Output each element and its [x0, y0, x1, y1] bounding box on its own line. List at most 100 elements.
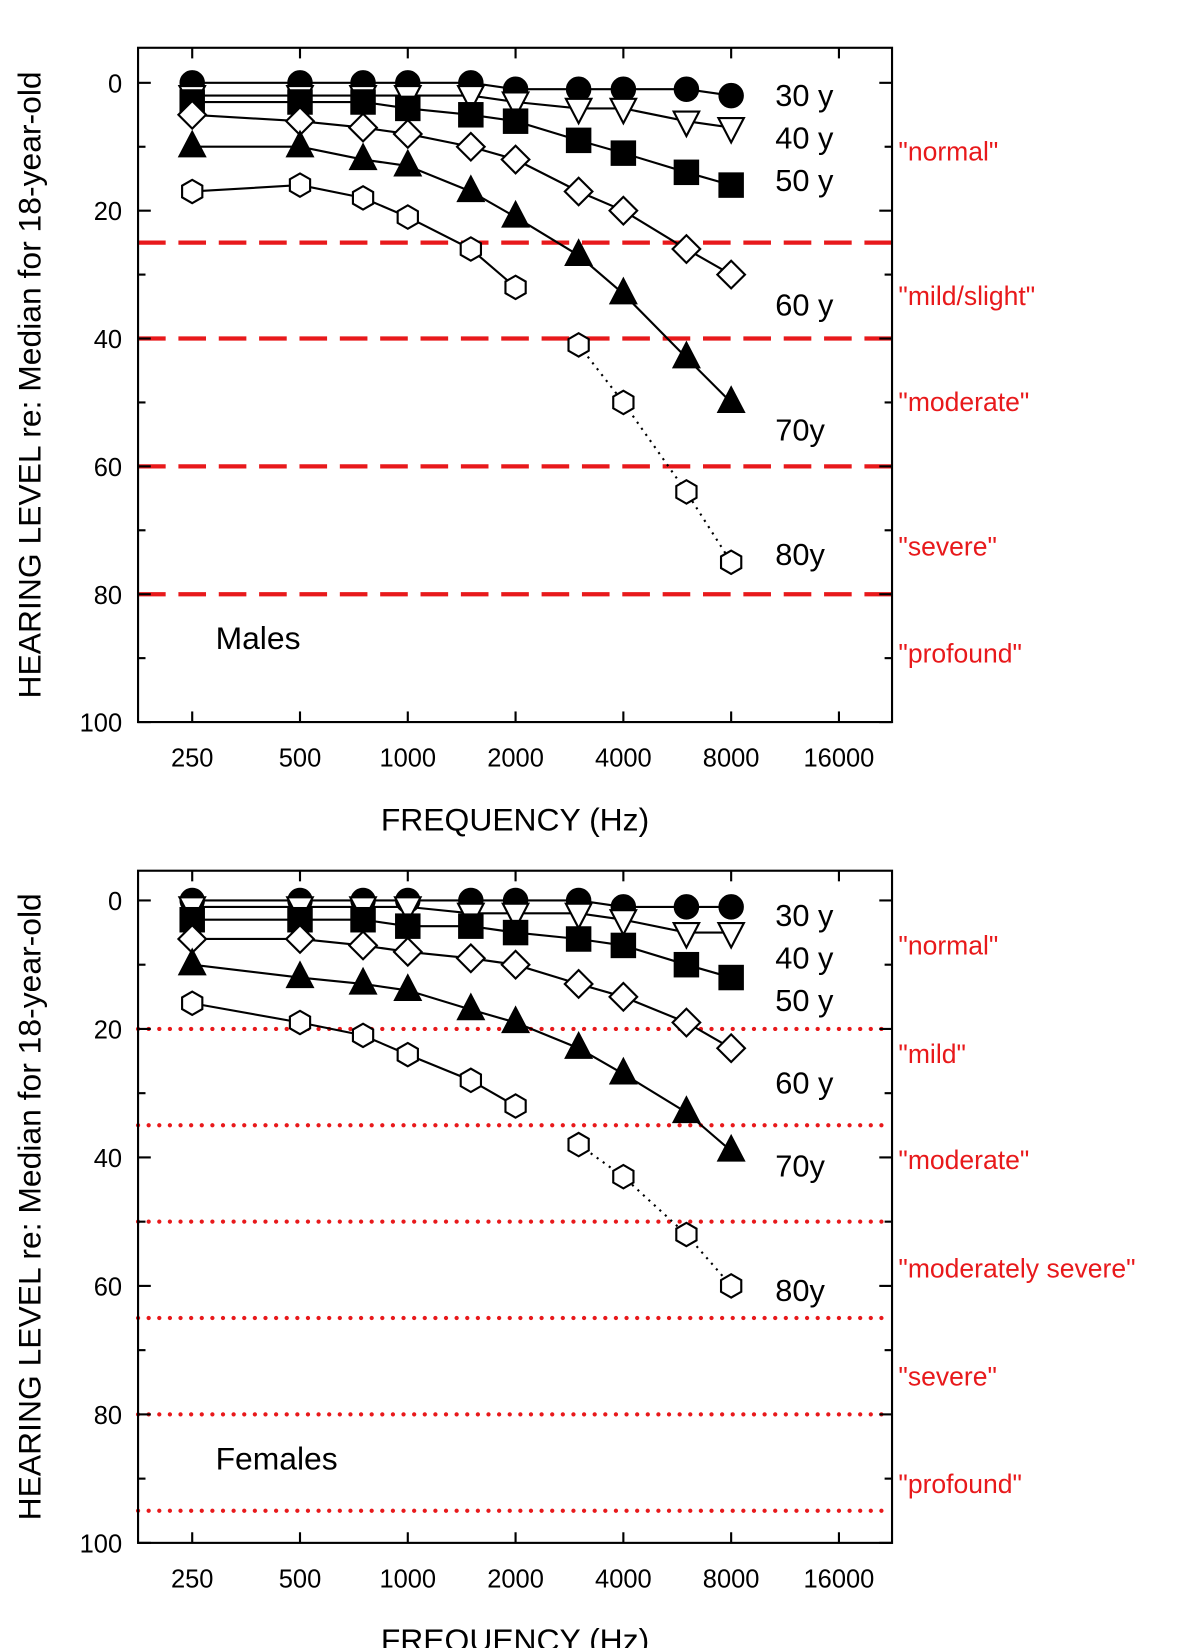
data-point	[459, 236, 483, 262]
y-tick-label: 100	[80, 1530, 123, 1558]
data-point	[675, 1221, 698, 1248]
y-tick-label: 40	[94, 1145, 122, 1173]
data-point	[565, 127, 592, 154]
data-point	[501, 902, 531, 931]
series-line	[192, 905, 732, 934]
data-point	[567, 332, 590, 358]
x-axis-label: FREQUENCY (Hz)	[381, 801, 649, 837]
x-tick-label: 2000	[487, 745, 544, 773]
series-label: 60 y	[775, 287, 834, 322]
hearing-category-label: "normal"	[898, 931, 998, 961]
x-tick-label: 1000	[379, 745, 436, 773]
hearing-category-label: "severe"	[898, 1362, 996, 1392]
y-tick-label: 20	[94, 198, 122, 226]
data-point	[455, 131, 487, 163]
series-line	[192, 963, 732, 1152]
data-point	[393, 973, 423, 1002]
data-point	[502, 919, 529, 946]
series-line	[192, 937, 732, 1050]
x-tick-label: 500	[279, 1565, 322, 1593]
data-point	[393, 896, 423, 925]
x-axis-label: FREQUENCY (Hz)	[381, 1622, 649, 1648]
hearing-category-label: "moderate"	[898, 387, 1029, 417]
panel-males: 0 20 40 60 80 100 250 500 1000 2000 4000 8000 16000 F…	[11, 46, 1035, 837]
data-point	[504, 1093, 527, 1119]
series-60y	[176, 923, 747, 1064]
y-tick-label: 100	[80, 710, 123, 738]
data-point	[350, 89, 376, 115]
y-tick-label: 0	[108, 888, 122, 916]
data-point	[608, 97, 638, 126]
data-point	[284, 923, 316, 955]
data-point	[673, 159, 700, 186]
data-point	[396, 204, 419, 230]
series-label: 70y	[775, 1149, 825, 1184]
data-point	[563, 176, 594, 207]
x-tick-label: 500	[279, 745, 322, 773]
data-point	[350, 906, 376, 933]
y-tick-label: 60	[94, 1273, 122, 1301]
data-point	[181, 178, 204, 205]
data-point	[719, 1273, 743, 1299]
series-label: 50 y	[775, 983, 834, 1018]
data-point	[718, 172, 744, 198]
y-axis-label: HEARING LEVEL re: Median for 18-year-old	[11, 893, 47, 1520]
data-point	[608, 195, 639, 226]
hearing-category-label: "mild/slight"	[898, 281, 1035, 311]
data-point	[671, 1095, 701, 1124]
x-tick-label: 2000	[487, 1565, 544, 1593]
data-point	[608, 981, 639, 1013]
panel-label: Females	[216, 1441, 338, 1477]
data-point	[567, 1131, 590, 1158]
series-label: 80y	[775, 1273, 825, 1308]
data-point	[564, 238, 594, 267]
data-point	[456, 84, 486, 113]
data-point	[715, 259, 747, 290]
data-point	[564, 902, 594, 931]
series-line	[192, 81, 732, 97]
series-line-dotted	[577, 344, 733, 563]
data-point	[673, 76, 700, 102]
data-point	[502, 108, 529, 134]
data-point	[565, 926, 592, 952]
series-label: 50 y	[775, 163, 834, 198]
data-point	[500, 144, 531, 175]
data-point	[718, 894, 744, 920]
hearing-category-label: "mild"	[898, 1039, 965, 1069]
x-tick-label: 8000	[703, 1565, 760, 1593]
data-point	[612, 1163, 635, 1190]
y-tick-label: 0	[108, 70, 122, 98]
data-point	[392, 118, 424, 150]
series-line-dotted	[578, 1143, 732, 1287]
series-line	[192, 899, 732, 908]
data-point	[673, 894, 700, 920]
data-point	[671, 110, 701, 139]
series-label: 40 y	[775, 940, 834, 975]
data-point	[718, 82, 744, 109]
x-tick-label: 250	[171, 745, 214, 773]
data-point	[671, 233, 702, 265]
data-point	[610, 140, 637, 166]
data-point	[671, 1007, 702, 1038]
data-point	[673, 951, 700, 978]
series-line	[192, 100, 732, 187]
series-70y	[177, 129, 746, 414]
hearing-category-label: "severe"	[898, 531, 996, 561]
series-label: 30 y	[775, 78, 834, 113]
data-point	[610, 76, 637, 102]
data-point	[392, 936, 424, 968]
data-point	[610, 932, 637, 959]
data-point	[718, 964, 744, 991]
y-tick-label: 60	[94, 454, 122, 482]
series-line	[192, 145, 732, 404]
hearing-category-label: "normal"	[898, 136, 998, 166]
data-point	[501, 91, 531, 120]
hearing-category-label: "profound"	[898, 1469, 1022, 1499]
data-point	[671, 921, 701, 950]
data-point	[396, 1041, 419, 1068]
data-point	[288, 172, 312, 199]
series-80y	[181, 990, 743, 1299]
series-label: 30 y	[775, 898, 834, 933]
x-tick-label: 4000	[595, 1565, 652, 1593]
